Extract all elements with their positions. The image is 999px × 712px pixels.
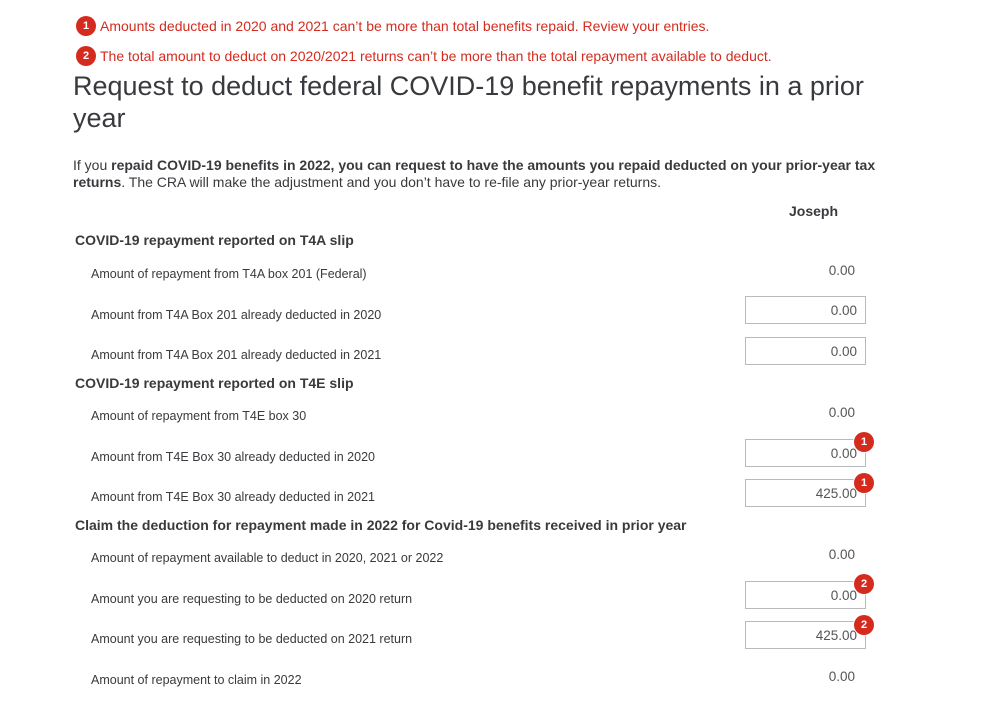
error-badge-icon: 2: [76, 46, 96, 66]
t4a-2020-deducted-input[interactable]: [745, 296, 866, 324]
error-text: The total amount to deduct on 2020/2021 …: [100, 48, 772, 64]
row-label-t4e-box30: Amount of repayment from T4E box 30: [91, 409, 307, 423]
request-2020-input[interactable]: [745, 581, 866, 609]
value-t4e-box30: 0.00: [828, 405, 855, 420]
row-label-t4a-box201: Amount of repayment from T4A box 201 (Fe…: [91, 267, 367, 281]
intro-text: If you repaid COVID-19 benefits in 2022,…: [73, 157, 893, 191]
value-claim-2022: 0.00: [828, 669, 855, 684]
intro-bold: repaid COVID-19 benefits in 2022, you ca…: [73, 157, 876, 190]
error-badge-icon: 1: [76, 16, 96, 36]
row-label-t4a-2021: Amount from T4A Box 201 already deducted…: [91, 348, 382, 362]
intro-part: . The CRA will make the adjustment and y…: [121, 174, 662, 190]
section-heading-t4e: COVID-19 repayment reported on T4E slip: [75, 375, 354, 391]
t4a-2021-deducted-input[interactable]: [745, 337, 866, 365]
t4e-2020-deducted-input[interactable]: [745, 439, 866, 467]
section-heading-t4a: COVID-19 repayment reported on T4A slip: [75, 232, 354, 248]
error-badge-icon: 2: [854, 574, 874, 594]
t4e-2021-deducted-input[interactable]: [745, 479, 866, 507]
intro-part: If you: [73, 157, 112, 173]
request-2021-input[interactable]: [745, 621, 866, 649]
row-label-t4a-2020: Amount from T4A Box 201 already deducted…: [91, 308, 382, 322]
error-badge-icon: 1: [854, 432, 874, 452]
page-title: Request to deduct federal COVID-19 benef…: [73, 71, 864, 133]
row-label-t4e-2020: Amount from T4E Box 30 already deducted …: [91, 450, 375, 464]
section-heading-claim: Claim the deduction for repayment made i…: [75, 517, 687, 533]
error-message-2[interactable]: 2 The total amount to deduct on 2020/202…: [76, 45, 772, 67]
row-label-t4e-2021: Amount from T4E Box 30 already deducted …: [91, 490, 375, 504]
column-header-joseph: Joseph: [789, 203, 839, 219]
error-text: Amounts deducted in 2020 and 2021 can’t …: [100, 18, 710, 34]
row-label-claim-2022: Amount of repayment to claim in 2022: [91, 673, 302, 687]
error-badge-icon: 1: [854, 473, 874, 493]
error-message-1[interactable]: 1 Amounts deducted in 2020 and 2021 can’…: [76, 15, 709, 37]
row-label-request-2021: Amount you are requesting to be deducted…: [91, 632, 413, 646]
value-available: 0.00: [828, 547, 855, 562]
value-t4a-box201: 0.00: [828, 263, 855, 278]
row-label-request-2020: Amount you are requesting to be deducted…: [91, 592, 413, 606]
error-badge-icon: 2: [854, 615, 874, 635]
row-label-available: Amount of repayment available to deduct …: [91, 551, 444, 565]
